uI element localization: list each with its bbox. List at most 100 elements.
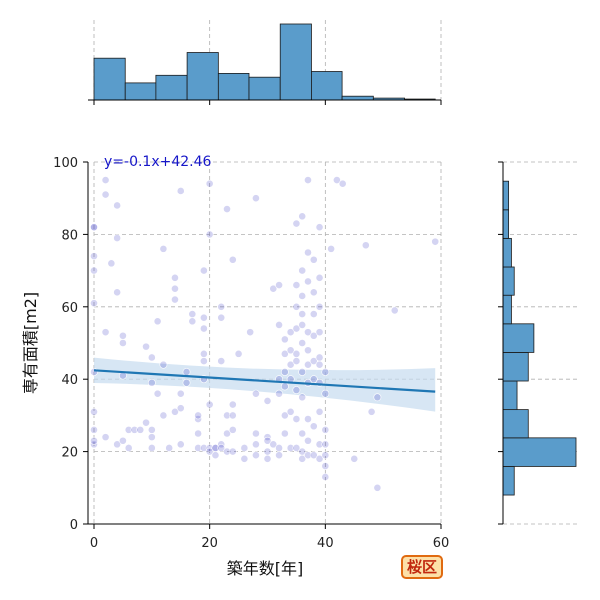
y-tick-label: 40 — [61, 373, 78, 388]
data-point — [188, 317, 197, 326]
data-point — [246, 328, 255, 337]
data-point — [275, 320, 283, 329]
top-hist-bar — [279, 23, 312, 101]
data-point — [298, 266, 307, 275]
data-point — [211, 451, 220, 460]
data-point — [286, 444, 295, 452]
x-axis-label: 築年数[年] — [227, 559, 304, 578]
data-point — [199, 266, 208, 275]
data-point — [171, 284, 179, 293]
data-point — [263, 397, 272, 405]
data-point — [280, 382, 289, 391]
data-point — [309, 451, 318, 460]
data-point — [309, 288, 318, 297]
top-hist-bar — [93, 57, 126, 101]
data-point — [217, 444, 226, 452]
data-point — [367, 407, 376, 416]
data-point — [194, 444, 202, 452]
data-point — [292, 444, 301, 452]
right-hist-bar — [502, 466, 515, 496]
regression-equation: y=-0.1x+42.46 — [104, 154, 212, 170]
data-point — [159, 360, 168, 369]
data-point — [176, 187, 185, 195]
data-point — [298, 393, 307, 402]
top-hist-bar — [341, 95, 374, 101]
data-point — [119, 339, 127, 347]
data-point — [292, 281, 301, 289]
data-point — [153, 317, 162, 326]
data-point — [205, 179, 214, 188]
data-point — [90, 223, 98, 232]
data-point — [292, 324, 301, 333]
data-point — [350, 454, 359, 463]
data-point — [309, 310, 318, 318]
data-point — [194, 411, 202, 420]
data-point — [171, 295, 179, 304]
data-point — [223, 429, 231, 438]
data-point — [298, 320, 307, 329]
data-point — [315, 302, 324, 311]
data-point — [321, 425, 330, 434]
data-point — [176, 389, 185, 398]
data-point — [252, 440, 260, 449]
data-point — [199, 313, 208, 322]
data-point — [90, 436, 98, 445]
data-point — [147, 353, 156, 362]
data-point — [188, 310, 197, 318]
data-point — [113, 234, 122, 242]
data-point — [228, 255, 237, 264]
y-axis-label: 専有面積[m2] — [21, 292, 40, 394]
regression-line-layer — [93, 369, 436, 393]
data-point — [252, 429, 260, 438]
data-point — [304, 360, 312, 369]
data-point — [327, 244, 336, 253]
y-tick-label: 20 — [61, 446, 78, 461]
data-point — [147, 425, 156, 434]
right-hist-bar — [502, 237, 512, 268]
data-point — [228, 400, 237, 409]
data-point — [101, 176, 110, 184]
data-point — [338, 179, 347, 188]
x-tick-label: 40 — [317, 536, 334, 551]
data-point — [90, 299, 98, 308]
data-point — [113, 288, 122, 297]
data-point — [205, 400, 214, 409]
data-point — [263, 454, 272, 463]
data-point — [309, 331, 318, 340]
data-point — [298, 454, 307, 463]
data-point — [280, 335, 289, 344]
data-point — [373, 393, 382, 402]
data-point — [263, 436, 272, 445]
data-point — [309, 255, 318, 264]
data-point — [142, 418, 150, 427]
data-point — [205, 230, 214, 239]
data-point — [309, 357, 318, 365]
data-point — [182, 378, 191, 387]
data-point — [171, 407, 179, 416]
right-hist-bar — [502, 437, 577, 467]
data-point — [199, 349, 208, 358]
data-point — [321, 368, 330, 376]
data-point — [199, 357, 208, 365]
data-point — [113, 440, 122, 449]
data-point — [147, 444, 156, 452]
data-point — [280, 349, 289, 358]
data-point — [223, 205, 231, 213]
data-point — [315, 407, 324, 416]
top-hist-bar — [155, 74, 188, 101]
data-point — [252, 194, 260, 203]
data-point — [147, 378, 156, 387]
top-hist-bar — [248, 76, 281, 101]
data-point — [298, 429, 307, 438]
data-point — [304, 328, 312, 337]
right-hist-bar — [502, 180, 510, 211]
data-point — [298, 292, 307, 300]
data-point — [113, 201, 122, 210]
data-point — [275, 389, 283, 398]
right-hist-bar — [502, 323, 535, 353]
data-point — [124, 425, 133, 434]
data-point — [107, 259, 116, 268]
data-point — [280, 411, 289, 420]
data-point — [269, 440, 278, 449]
